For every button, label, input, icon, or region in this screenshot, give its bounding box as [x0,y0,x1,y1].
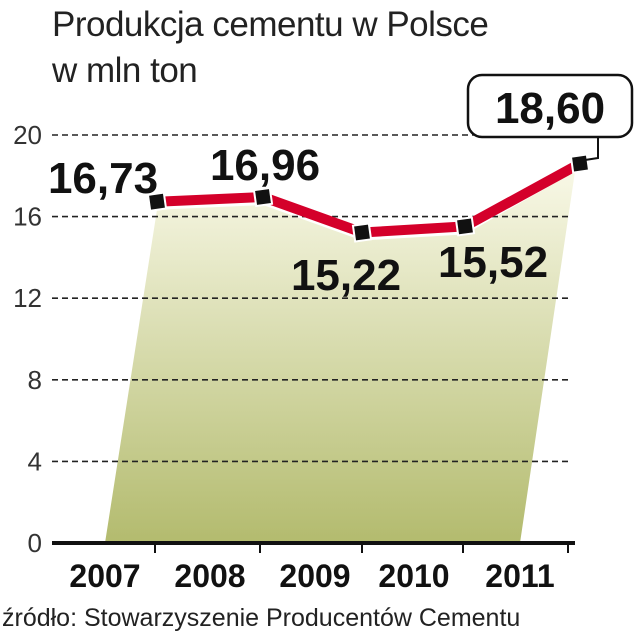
chart-title: Produkcja cementu w Polsce w mln ton [52,2,489,94]
data-point-marker [351,222,373,243]
data-label: 15,22 [291,251,401,300]
x-tick-label: 2008 [174,558,245,594]
source-note: źródło: Stowarzyszenie Producentów Cemen… [2,604,521,632]
data-point-marker [146,191,168,212]
data-point-marker [569,153,591,174]
data-label: 16,73 [48,154,158,203]
y-tick-label: 20 [13,120,42,150]
area-fill [105,171,575,543]
y-tick-label: 12 [13,283,42,313]
data-label: 16,96 [210,141,320,190]
title-line-1: Produkcja cementu w Polsce [52,5,489,44]
y-tick-label: 4 [28,446,42,476]
y-tick-label: 8 [28,365,42,395]
title-line-2: w mln ton [52,51,198,90]
x-tick-label: 2009 [279,558,350,594]
data-label: 15,52 [438,238,548,287]
callout-box [466,73,634,139]
data-point-marker [252,186,274,208]
data-point-marker [454,216,476,237]
x-tick-label: 2007 [69,558,140,594]
x-tick-label: 2010 [378,558,449,594]
data-label-highlight: 18,60 [495,84,605,133]
y-tick-label: 0 [28,528,42,558]
callout-pointer [584,138,599,161]
y-tick-label: 16 [13,202,42,232]
x-tick-label: 2011 [485,558,554,594]
